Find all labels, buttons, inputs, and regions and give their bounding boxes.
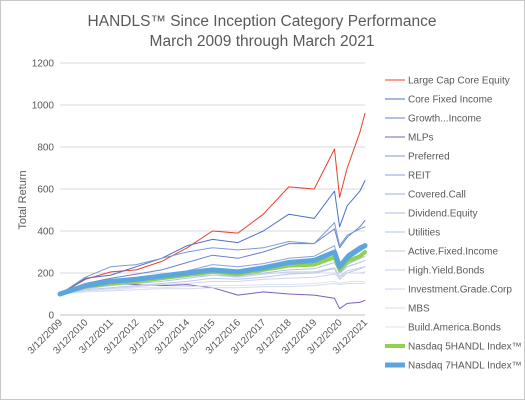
legend-label: MLPs — [408, 133, 434, 144]
y-tick-label: 1000 — [32, 101, 55, 112]
legend: Large Cap Core Equity Core Fixed Income Gr… — [385, 76, 522, 372]
series-line — [59, 266, 366, 295]
series-line — [59, 259, 366, 295]
y-tick-label: 600 — [37, 185, 54, 196]
legend-label: Nasdaq 5HANDL Index™ — [408, 342, 522, 353]
series-line — [59, 180, 366, 295]
legend-label: Active.Fixed.Income — [408, 247, 498, 258]
y-tick-label: 1200 — [32, 59, 55, 70]
gridlines — [60, 62, 365, 316]
series-line — [57, 243, 368, 297]
legend-label: Investment.Grade.Corp — [408, 285, 512, 296]
y-tick-label: 400 — [37, 227, 54, 238]
legend-label: Dividend.Equity — [408, 209, 477, 220]
legend-label: High.Yield.Bonds — [408, 266, 484, 277]
series-line — [59, 280, 366, 295]
x-axis-ticks: 3/12/20093/12/20103/12/20113/12/20123/12… — [26, 317, 371, 357]
legend-label: Nasdaq 7HANDL Index™ — [408, 361, 522, 372]
chart-subtitle: March 2009 through March 2021 — [150, 33, 375, 50]
chart-title: HANDLS™ Since Inception Category Perform… — [88, 13, 437, 30]
legend-label: Build.America.Bonds — [408, 323, 501, 334]
legend-label: Core Fixed Income — [408, 95, 493, 106]
series-line — [59, 283, 366, 295]
legend-label: MBS — [408, 304, 430, 315]
legend-label: REIT — [408, 171, 431, 182]
legend-label: Utilities — [408, 228, 440, 239]
series-line — [59, 271, 366, 295]
y-axis-title: Total Return — [17, 170, 29, 229]
series-lines — [57, 112, 368, 310]
y-tick-label: 800 — [37, 143, 54, 154]
y-tick-label: 0 — [48, 311, 54, 322]
y-tick-label: 200 — [37, 269, 54, 280]
legend-label: Large Cap Core Equity — [408, 76, 510, 87]
legend-label: Growth...Income — [408, 114, 482, 125]
series-line — [59, 220, 366, 295]
legend-label: Covered.Call — [408, 190, 466, 201]
series-line — [59, 222, 366, 295]
legend-label: Preferred — [408, 152, 450, 163]
y-axis-ticks: 0 200 400 600 800 1000 1200 — [32, 59, 55, 322]
